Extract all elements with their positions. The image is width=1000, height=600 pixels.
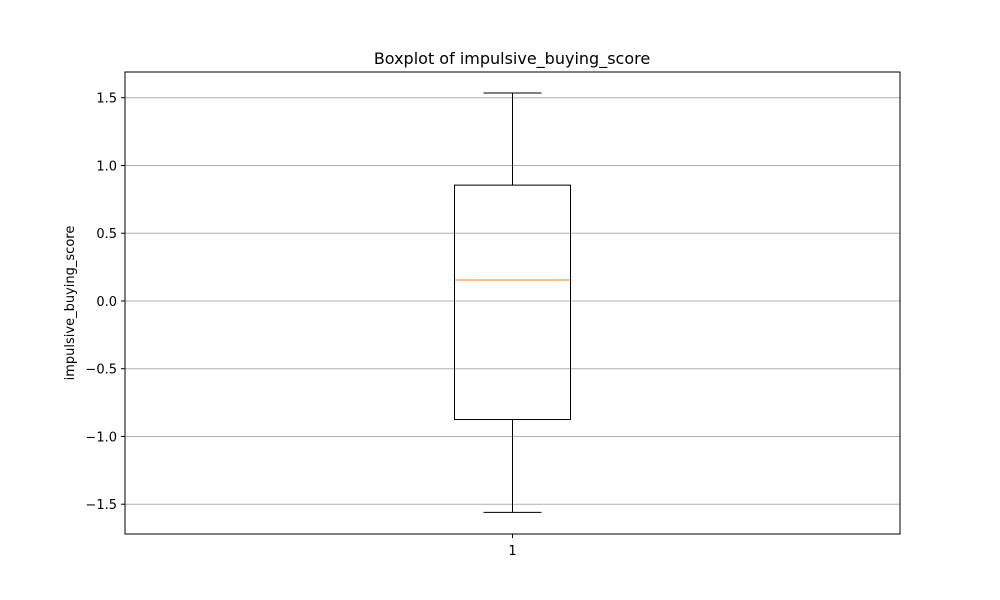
y-tick-label: 1.5 — [96, 92, 117, 107]
y-tick-label: −1.0 — [85, 430, 117, 445]
y-tick-label: −0.5 — [85, 363, 117, 378]
y-axis-label: impulsive_buying_score — [63, 226, 78, 381]
y-tick-label: −1.5 — [85, 498, 117, 513]
x-axis-ticks: 1 — [508, 534, 517, 559]
plot-frame — [124, 71, 901, 535]
x-tick-label: 1 — [508, 544, 516, 559]
y-tick-label: 1.0 — [96, 159, 117, 174]
iqr-box — [454, 184, 571, 421]
y-tick-label: 0.0 — [96, 295, 117, 310]
y-axis-ticks: −1.5 −1.0 −0.5 0.0 0.5 1.0 1.5 — [85, 92, 125, 513]
y-tick-label: 0.5 — [96, 227, 117, 242]
box-group — [454, 92, 571, 513]
chart-title: Boxplot of impulsive_buying_score — [374, 49, 650, 69]
